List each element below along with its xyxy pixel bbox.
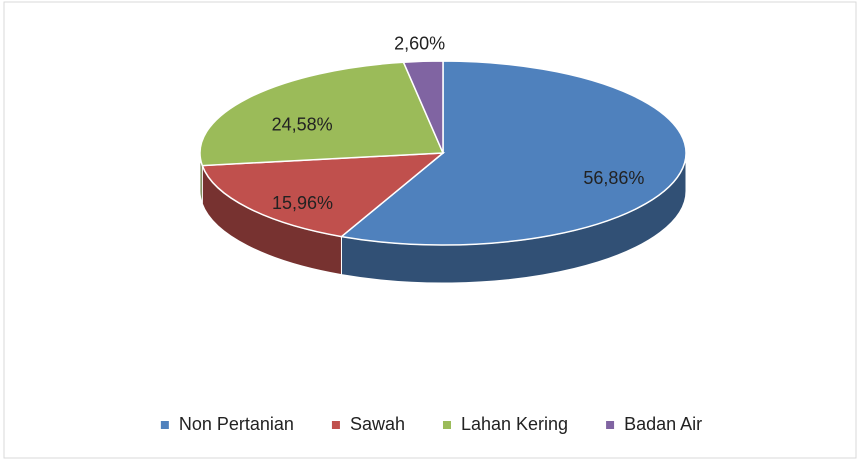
- legend: Non Pertanian Sawah Lahan Kering Badan Air: [160, 414, 702, 434]
- legend-swatch: [606, 421, 615, 429]
- legend-label: Lahan Kering: [461, 414, 568, 434]
- legend-item: Badan Air: [606, 414, 702, 434]
- slice: [339, 60, 687, 246]
- slice: [201, 152, 446, 238]
- legend-item: Sawah: [331, 414, 405, 434]
- legend-label: Badan Air: [624, 414, 702, 434]
- legend-label: Non Pertanian: [179, 414, 294, 434]
- slice: [199, 61, 445, 167]
- data-label: 2,60%: [394, 34, 445, 54]
- legend-swatch: [331, 421, 340, 429]
- legend-swatch: [442, 421, 451, 429]
- legend-label: Sawah: [350, 414, 405, 434]
- data-label: 15,96%: [272, 193, 333, 213]
- legend-item: Non Pertanian: [160, 414, 294, 434]
- data-label: 56,86%: [583, 168, 644, 188]
- legend-swatch: [160, 421, 169, 429]
- slice: [402, 60, 444, 154]
- legend-item: Lahan Kering: [442, 414, 568, 434]
- tops: [199, 60, 687, 246]
- data-label: 24,58%: [272, 114, 333, 134]
- labels: 56,86% 15,96% 24,58% 2,60%: [272, 34, 645, 214]
